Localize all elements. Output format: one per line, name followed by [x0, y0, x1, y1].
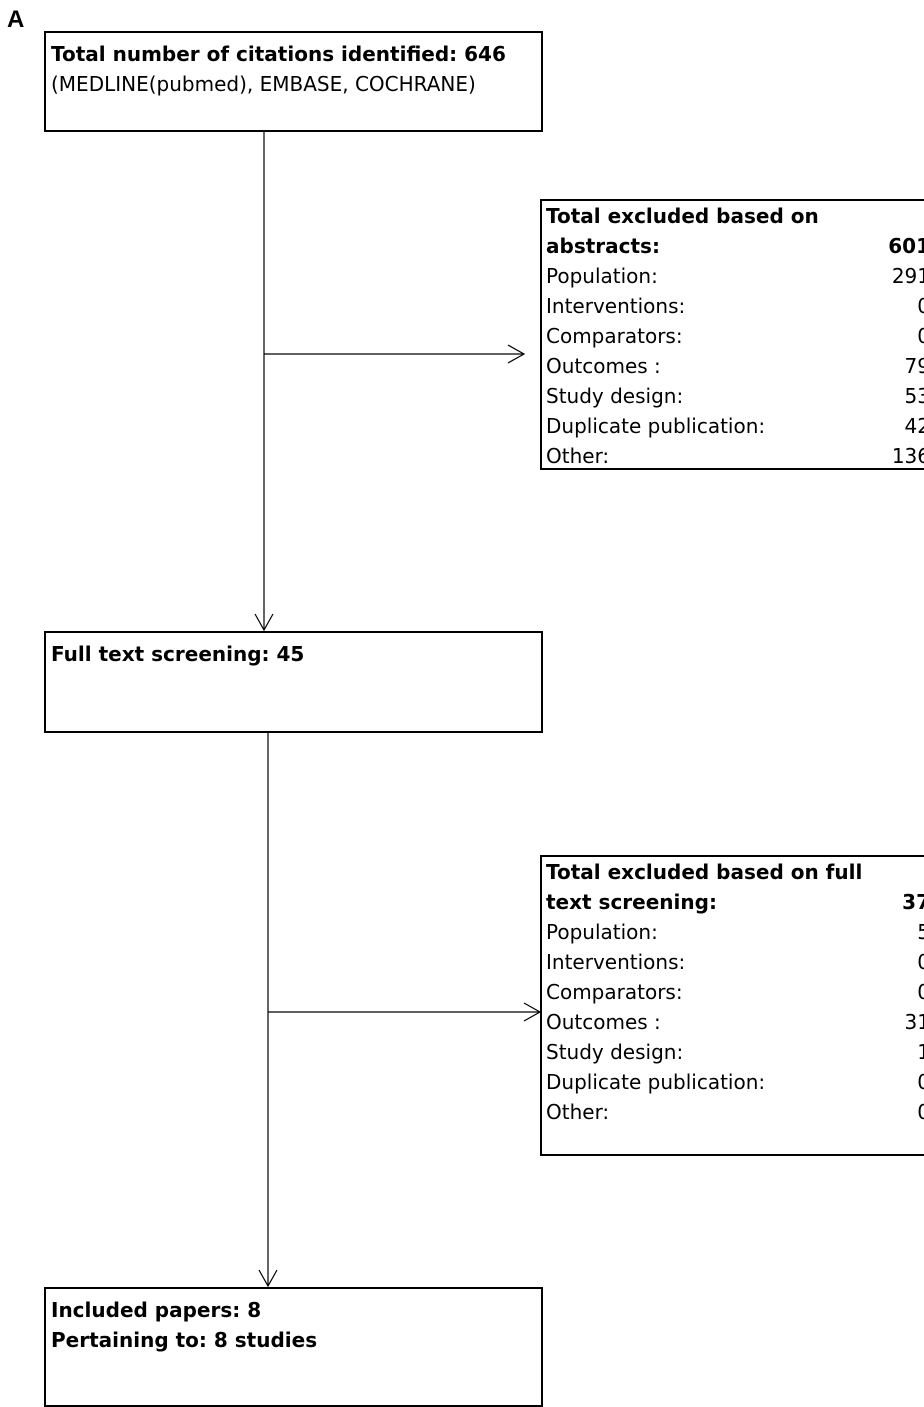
identified-box: Total number of citations identified: 64… — [44, 31, 543, 132]
fulltext-title: Full text screening: 45 — [51, 642, 305, 666]
fulltext-exclusion-row-label: Other: — [546, 1100, 610, 1124]
abstract-exclusion-title-line2: abstracts: — [546, 234, 660, 258]
abstract-exclusion-row-value: 53 — [904, 384, 924, 408]
fulltext-exclusion-box: Total excluded based on full text screen… — [540, 855, 924, 1156]
abstract-exclusion-row-value: 291 — [891, 264, 924, 288]
abstract-exclusion-row-value: 0 — [917, 291, 924, 321]
abstract-exclusion-row-label: Study design: — [546, 384, 684, 408]
abstract-exclusion-row-value: 136 — [891, 444, 924, 468]
abstract-exclusion-total-row: abstracts: 601 — [546, 231, 924, 261]
fulltext-exclusion-row: Population: 5 — [546, 917, 924, 947]
abstract-exclusion-box: Total excluded based on abstracts: 601 P… — [540, 199, 924, 470]
fulltext-exclusion-row-value: 31 — [904, 1010, 924, 1034]
arrowhead-included — [258, 1269, 278, 1288]
arrowhead-abstract-exclusion — [507, 344, 526, 364]
identified-sources: (MEDLINE(pubmed), EMBASE, COCHRANE) — [51, 72, 476, 96]
fulltext-exclusion-row-value: 1 — [917, 1037, 924, 1067]
identified-title: Total number of citations identified: 64… — [51, 42, 506, 66]
fulltext-exclusion-row-label: Study design: — [546, 1040, 684, 1064]
fulltext-exclusion-title-line1: Total excluded based on full — [546, 860, 863, 884]
included-box: Included papers: 8 Pertaining to: 8 stud… — [44, 1287, 543, 1407]
abstract-exclusion-row: Duplicate publication: 42 — [546, 411, 924, 441]
abstract-exclusion-row: Outcomes : 79 — [546, 351, 924, 381]
fulltext-exclusion-row: Other: 0 — [546, 1097, 924, 1127]
abstract-exclusion-row-label: Comparators: — [546, 324, 683, 348]
abstract-exclusion-row: Population: 291 — [546, 261, 924, 291]
abstract-exclusion-row: Study design: 53 — [546, 381, 924, 411]
fulltext-exclusion-row-label: Population: — [546, 920, 658, 944]
fulltext-exclusion-row-label: Interventions: — [546, 950, 686, 974]
abstract-exclusion-row-label: Other: — [546, 444, 610, 468]
fulltext-exclusion-row: Study design: 1 — [546, 1037, 924, 1067]
included-papers: Included papers: 8 — [51, 1298, 262, 1322]
fulltext-exclusion-row-value: 0 — [917, 977, 924, 1007]
fulltext-exclusion-row-label: Comparators: — [546, 980, 683, 1004]
fulltext-exclusion-row-label: Outcomes : — [546, 1010, 661, 1034]
fulltext-exclusion-row-value: 0 — [917, 1097, 924, 1127]
fulltext-exclusion-total: 37 — [902, 890, 924, 914]
abstract-exclusion-title-line1: Total excluded based on — [546, 204, 819, 228]
fulltext-exclusion-total-row: text screening: 37 — [546, 887, 924, 917]
fulltext-exclusion-row: Duplicate publication: 0 — [546, 1067, 924, 1097]
fulltext-exclusion-row: Outcomes : 31 — [546, 1007, 924, 1037]
fulltext-exclusion-row-value: 0 — [917, 1067, 924, 1097]
abstract-exclusion-row-value: 0 — [917, 321, 924, 351]
abstract-exclusion-row: Other: 136 — [546, 441, 924, 468]
fulltext-exclusion-row-value: 5 — [917, 917, 924, 947]
included-studies: Pertaining to: 8 studies — [51, 1328, 318, 1352]
fulltext-exclusion-row: Interventions: 0 — [546, 947, 924, 977]
fulltext-exclusion-row-value: 0 — [917, 947, 924, 977]
fulltext-box: Full text screening: 45 — [44, 631, 543, 733]
abstract-exclusion-total: 601 — [888, 234, 924, 258]
panel-label: A — [7, 6, 25, 33]
abstract-exclusion-row-value: 42 — [904, 414, 924, 438]
fulltext-exclusion-row: Comparators: 0 — [546, 977, 924, 1007]
abstract-exclusion-row: Interventions: 0 — [546, 291, 924, 321]
abstract-exclusion-row: Comparators: 0 — [546, 321, 924, 351]
fulltext-exclusion-row-label: Duplicate publication: — [546, 1070, 766, 1094]
abstract-exclusion-row-label: Duplicate publication: — [546, 414, 766, 438]
abstract-exclusion-row-label: Outcomes : — [546, 354, 661, 378]
fulltext-exclusion-title-line2: text screening: — [546, 890, 717, 914]
abstract-exclusion-row-value: 79 — [904, 354, 924, 378]
abstract-exclusion-row-label: Population: — [546, 264, 658, 288]
arrowhead-fulltext — [254, 613, 274, 632]
abstract-exclusion-row-label: Interventions: — [546, 294, 686, 318]
